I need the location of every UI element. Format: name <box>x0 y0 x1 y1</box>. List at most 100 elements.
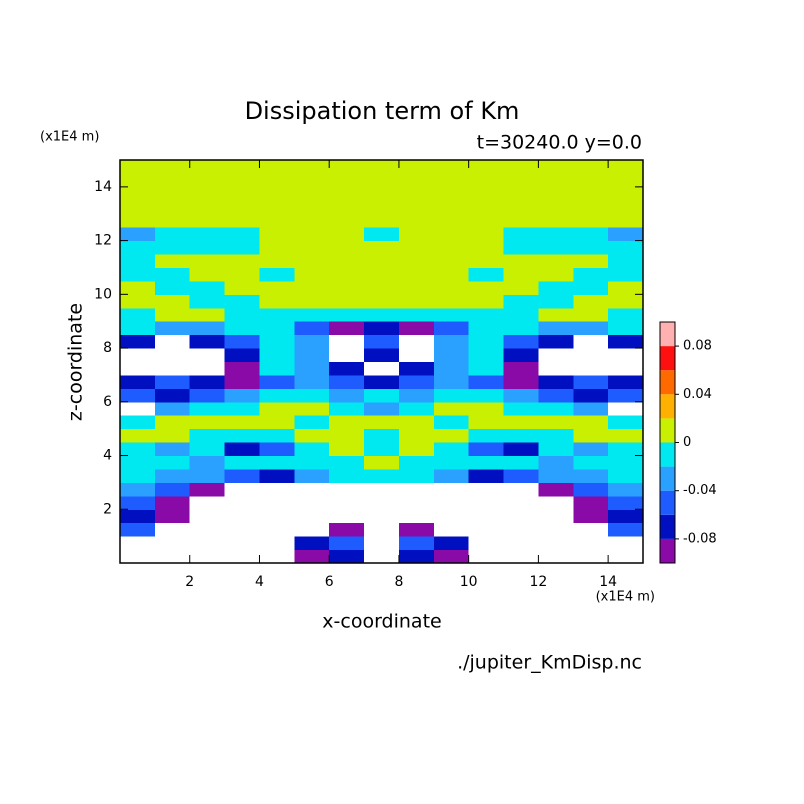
contour-cell <box>154 549 191 564</box>
contour-cell <box>433 509 470 524</box>
contour-cell <box>573 549 609 564</box>
contour-cell <box>503 428 539 443</box>
contour-cell <box>329 415 365 430</box>
y-unit: (x1E4 m) <box>40 130 99 145</box>
contour-cell <box>433 522 470 537</box>
contour-cell <box>608 173 644 188</box>
contour-cell <box>573 254 609 268</box>
contour-cell <box>538 160 574 174</box>
contour-cell <box>608 482 644 497</box>
contour-cell <box>608 227 644 242</box>
contour-cell <box>154 280 191 295</box>
y-tick-label: 6 <box>103 394 112 410</box>
contour-cell <box>224 388 260 403</box>
contour-cell <box>468 455 505 470</box>
contour-cell <box>573 213 609 228</box>
contour-cell <box>294 213 330 228</box>
contour-cell <box>189 254 226 268</box>
contour-cell <box>189 401 226 416</box>
contour-cell <box>538 186 574 201</box>
contour-cell <box>538 200 574 215</box>
contour-cell <box>538 455 574 470</box>
contour-cell <box>503 213 539 228</box>
x-tick-label: 10 <box>460 574 478 590</box>
contour-cell <box>608 455 644 470</box>
contour-cell <box>468 186 505 201</box>
contour-cell <box>433 294 470 309</box>
axes: 2 4 6 8 10 12 14 2 4 6 8 10 12 14 -0.08 -0.04 0 0.04 0.08 <box>94 159 717 590</box>
contour-cell <box>294 401 330 416</box>
contour-cell <box>259 294 295 309</box>
contour-cell <box>608 401 644 416</box>
contour-cell <box>608 294 644 309</box>
contour-cell <box>573 509 609 524</box>
colorbar-swatch <box>660 514 675 539</box>
contour-cell <box>503 509 539 524</box>
contour-cell <box>538 280 574 295</box>
contour-cell <box>468 374 505 389</box>
contour-cell <box>120 227 156 242</box>
contour-cell <box>329 294 365 309</box>
contour-cell <box>259 173 295 188</box>
contour-cell <box>433 442 470 457</box>
contour-cell <box>398 307 435 322</box>
contour-cell <box>189 468 226 483</box>
contour-cell <box>329 240 365 255</box>
contour-cell <box>259 267 295 282</box>
contour-cell <box>398 455 435 470</box>
contour-cell <box>120 200 156 215</box>
contour-cell <box>433 482 470 497</box>
contour-cell <box>433 267 470 282</box>
contour-cell <box>294 267 330 282</box>
contour-cell <box>364 254 400 268</box>
contour-cell <box>398 415 435 430</box>
contour-cell <box>433 415 470 430</box>
contour-cell <box>398 428 435 443</box>
contour-cell <box>608 348 644 362</box>
contour-cell <box>468 361 505 376</box>
contour-cell <box>398 227 435 242</box>
contour-cell <box>468 482 505 497</box>
contour-cell <box>573 495 609 510</box>
contour-cell <box>154 522 191 537</box>
contour-cell <box>294 307 330 322</box>
contour-cell <box>538 536 574 551</box>
contour-cell <box>224 549 260 564</box>
contour-cell <box>364 240 400 255</box>
contour-cell <box>468 173 505 188</box>
contour-cell <box>468 240 505 255</box>
contour-cell <box>503 173 539 188</box>
colorbar-tick-label: -0.04 <box>683 483 717 498</box>
contour-cell <box>468 442 505 457</box>
contour-cell <box>120 455 156 470</box>
contour-cell <box>364 267 400 282</box>
contour-cell <box>503 549 539 564</box>
contour-cell <box>364 294 400 309</box>
contour-cell <box>329 482 365 497</box>
contour-cell <box>189 482 226 497</box>
contour-cell <box>120 160 156 174</box>
contour-cell <box>294 294 330 309</box>
contour-cell <box>364 522 400 537</box>
contour-cell <box>329 361 365 376</box>
contour-cell <box>154 173 191 188</box>
contour-cell <box>398 294 435 309</box>
contour-cell <box>189 240 226 255</box>
colorbar-tick-label: 0 <box>683 435 691 450</box>
contour-cell <box>608 334 644 349</box>
contour-cell <box>120 361 156 376</box>
contour-cell <box>294 428 330 443</box>
contour-cell <box>224 348 260 362</box>
contour-cell <box>259 280 295 295</box>
contour-cell <box>398 348 435 362</box>
contour-cell <box>189 348 226 362</box>
contour-cell <box>120 468 156 483</box>
contour-cell <box>120 334 156 349</box>
x-tick-label: 12 <box>529 574 547 590</box>
contour-cell <box>573 536 609 551</box>
contour-cell <box>364 374 400 389</box>
contour-cell <box>573 200 609 215</box>
contour-cell <box>468 388 505 403</box>
contour-cell <box>259 509 295 524</box>
contour-cell <box>538 482 574 497</box>
